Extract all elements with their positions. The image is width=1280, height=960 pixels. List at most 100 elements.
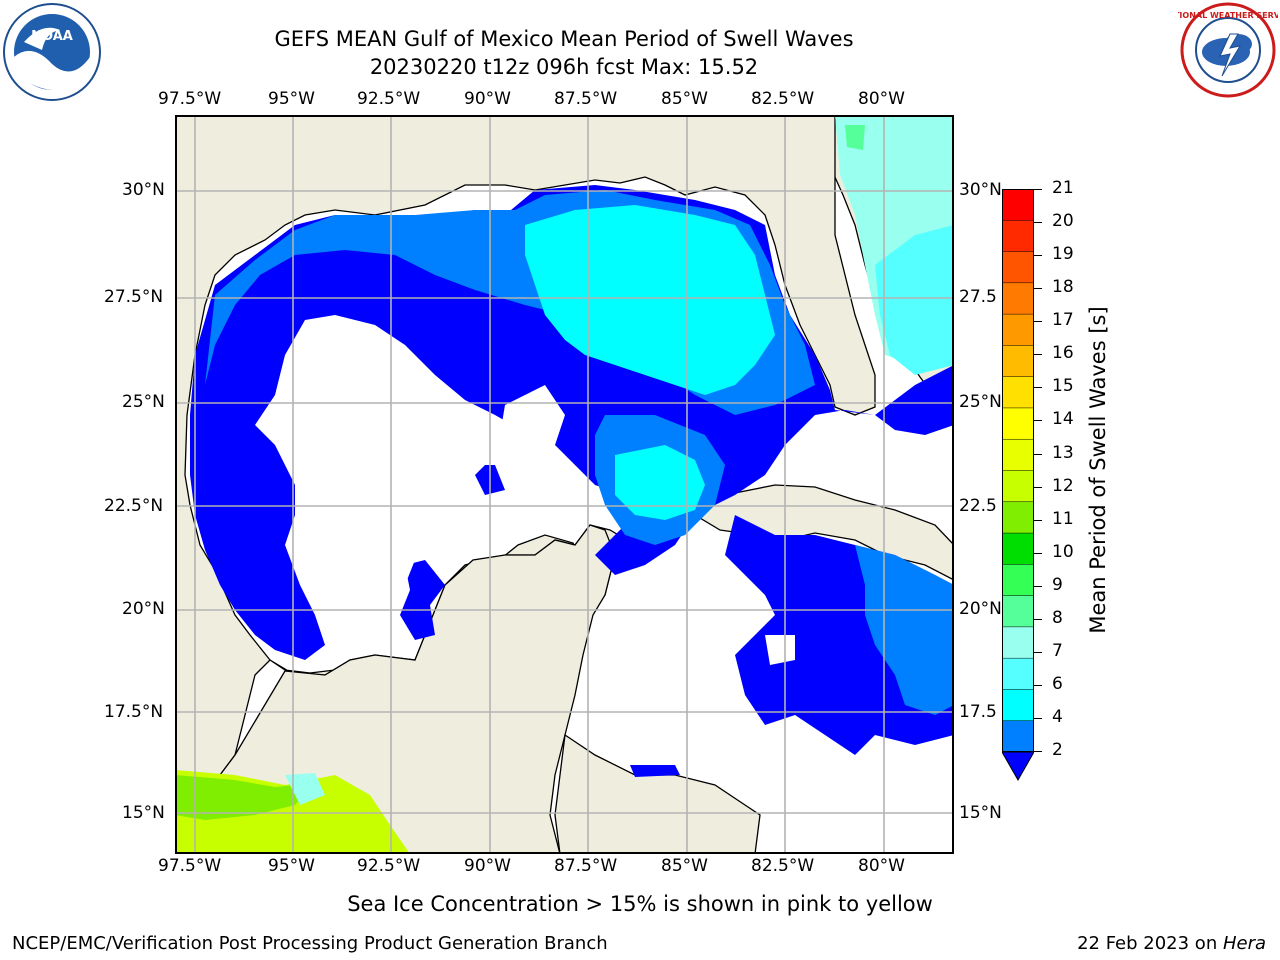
colorbar-cell (1002, 314, 1034, 346)
swell-field-azure-caribbean (855, 545, 954, 715)
colorbar-cell (1002, 251, 1034, 284)
map-title: GEFS MEAN Gulf of Mexico Mean Period of … (274, 27, 854, 51)
lon-tick-top: 95°W (268, 89, 315, 109)
colorbar-cell (1002, 470, 1034, 503)
pacific-field-green (175, 775, 315, 820)
footer-date-text: 22 Feb 2023 on (1077, 933, 1223, 954)
colorbar-under-arrow (1001, 751, 1035, 782)
lat-tick-right: 27.5 (959, 287, 997, 307)
nws-logo-text: NATIONAL WEATHER SERVICE (1178, 11, 1278, 20)
colorbar-tick-label: 2 (1052, 740, 1063, 760)
lat-tick-right: 22.5 (959, 496, 997, 516)
colorbar-tick-label: 16 (1052, 343, 1074, 364)
lat-tick-left: 17.5°N (104, 702, 164, 722)
colorbar-tick-mark (1034, 684, 1042, 686)
colorbar-tick-mark (1034, 585, 1042, 587)
colorbar-tick-label: 15 (1052, 376, 1074, 397)
colorbar-tick-label: 11 (1052, 508, 1074, 529)
lat-tick-right: 30°N (959, 180, 1002, 200)
colorbar-tick-label: 17 (1052, 310, 1074, 331)
lat-tick-left: 22.5°N (104, 496, 164, 516)
colorbar-tick-mark (1034, 222, 1042, 224)
colorbar-frame (1002, 189, 1034, 752)
colorbar-tick-mark (1034, 420, 1042, 422)
colorbar-cell (1002, 407, 1034, 440)
lon-tick-top: 90°W (464, 89, 511, 109)
colorbar-cell (1002, 439, 1034, 471)
colorbar-tick-label: 21 (1052, 178, 1074, 198)
colorbar-tick-mark (1034, 255, 1042, 257)
noaa-logo: NOAA (2, 2, 102, 102)
lon-tick-top: 85°W (661, 89, 708, 109)
graticule (175, 115, 954, 854)
lon-tick-top: 82.5°W (751, 89, 815, 109)
colorbar-tick-label: 8 (1052, 607, 1063, 628)
lon-tick-bottom: 92.5°W (357, 856, 421, 876)
lat-tick-left: 30°N (122, 180, 165, 200)
sea-ice-note: Sea Ice Concentration > 15% is shown in … (347, 892, 933, 916)
colorbar-tick-mark (1034, 717, 1042, 719)
lat-tick-left: 25°N (122, 392, 165, 412)
colorbar-tick-mark (1034, 651, 1042, 653)
colorbar-cell (1002, 595, 1034, 628)
colorbar-label-text: Mean Period of Swell Waves [s] (1086, 306, 1110, 634)
colorbar-tick-mark (1034, 321, 1042, 323)
colorbar-tick-mark (1034, 354, 1042, 356)
noaa-logo-text: NOAA (31, 29, 73, 44)
lon-tick-top: 87.5°W (554, 89, 618, 109)
lon-tick-bottom: 95°W (268, 856, 315, 876)
lat-tick-right: 25°N (959, 392, 1002, 412)
map-subtitle: 20230220 t12z 096h fcst Max: 15.52 (369, 55, 759, 79)
lat-tick-right: 20°N (959, 599, 1002, 619)
swell-field-atlantic-cyan (875, 225, 954, 375)
nws-logo: NATIONAL WEATHER SERVICE (1162, 0, 1280, 100)
colorbar-tick-label: 14 (1052, 409, 1074, 430)
colorbar-tick-mark (1034, 552, 1042, 554)
colorbar-cell (1002, 533, 1034, 565)
lon-tick-bottom: 97.5°W (158, 856, 222, 876)
swell-patch (400, 560, 445, 640)
colorbar-tick-label: 10 (1052, 541, 1074, 562)
colorbar-cell (1002, 658, 1034, 690)
lon-tick-bottom: 87.5°W (554, 856, 618, 876)
colorbar-tick-label: 19 (1052, 244, 1074, 265)
colorbar-tick-label: 13 (1052, 442, 1074, 463)
lon-tick-bottom: 85°W (661, 856, 708, 876)
colorbar-cell (1002, 626, 1034, 659)
noaa-logo-icon: NOAA (3, 3, 101, 101)
gulf-map (175, 115, 954, 854)
colorbar-cell (1002, 220, 1034, 253)
nws-logo-icon: NATIONAL WEATHER SERVICE (1162, 2, 1280, 98)
lon-tick-bottom: 82.5°W (751, 856, 815, 876)
lat-tick-left: 15°N (122, 803, 165, 823)
colorbar-tick-mark (1034, 453, 1042, 455)
lon-tick-bottom: 90°W (464, 856, 511, 876)
colorbar-cell (1002, 720, 1034, 753)
pacific-field-cyan (285, 773, 325, 805)
colorbar-tick-label: 7 (1052, 640, 1063, 661)
colorbar-cell (1002, 376, 1034, 409)
colorbar-tick-mark (1034, 519, 1042, 521)
colorbar-tick-label: 6 (1052, 673, 1063, 694)
gap (765, 635, 795, 665)
colorbar-tick-mark (1034, 387, 1042, 389)
colorbar-tick-mark (1034, 486, 1042, 488)
lat-tick-left: 27.5°N (104, 287, 164, 307)
lon-tick-top: 97.5°W (158, 89, 222, 109)
footer-date: 22 Feb 2023 on Hera (1077, 933, 1266, 954)
lat-tick-left: 20°N (122, 599, 165, 619)
colorbar (1001, 188, 1035, 782)
footer-machine: Hera (1222, 933, 1266, 954)
colorbar-tick-label: 18 (1052, 277, 1074, 298)
colorbar-cell (1002, 345, 1034, 378)
colorbar-cell (1002, 282, 1034, 315)
colorbar-cell (1002, 501, 1034, 534)
footer-credit: NCEP/EMC/Verification Post Processing Pr… (12, 933, 608, 954)
colorbar-tick-label: 9 (1052, 574, 1063, 595)
colorbar-tick-mark (1034, 618, 1042, 620)
colorbar-tick-mark (1034, 189, 1042, 190)
gap (290, 325, 495, 615)
swell-patch-green (845, 125, 865, 150)
land-central-america (554, 733, 761, 854)
map-frame (175, 115, 954, 854)
